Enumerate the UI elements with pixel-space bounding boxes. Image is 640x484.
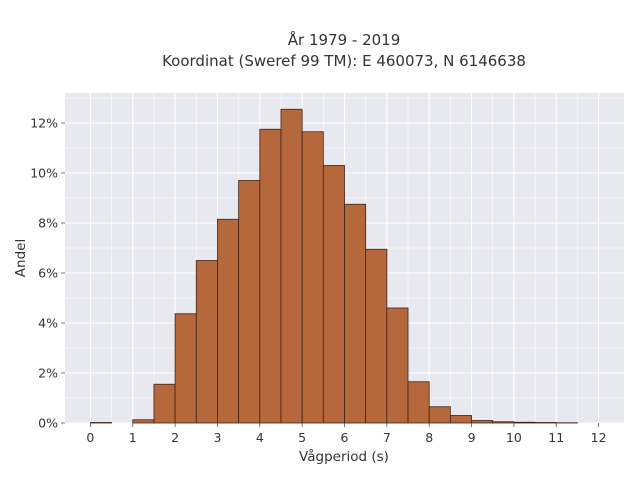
x-tick-label: 11	[548, 430, 564, 445]
y-tick-label: 10%	[30, 166, 58, 181]
x-tick-label: 12	[591, 430, 607, 445]
x-tick-label: 7	[383, 430, 391, 445]
chart-title-line1: År 1979 - 2019	[288, 30, 401, 49]
y-tick-label: 2%	[38, 366, 58, 381]
x-tick-label: 0	[86, 430, 94, 445]
y-axis-label: Andel	[13, 239, 29, 277]
histogram-bar	[429, 407, 450, 423]
y-tick-label: 8%	[38, 216, 58, 231]
histogram-bar	[387, 308, 408, 423]
histogram-bar	[408, 382, 429, 423]
x-tick-label: 8	[425, 430, 433, 445]
histogram-bar	[345, 204, 366, 423]
x-tick-label: 10	[506, 430, 522, 445]
y-tick-label: 6%	[38, 266, 58, 281]
histogram-bar	[90, 423, 111, 424]
histogram-bar	[472, 421, 493, 424]
chart-title-line2: Koordinat (Sweref 99 TM): E 460073, N 61…	[162, 52, 526, 70]
histogram-bar	[175, 314, 196, 423]
histogram-bar	[514, 422, 535, 423]
x-tick-label: 4	[256, 430, 264, 445]
histogram-bar	[450, 416, 471, 424]
x-tick-label: 5	[298, 430, 306, 445]
histogram-bar	[239, 181, 260, 424]
x-tick-label: 1	[129, 430, 137, 445]
y-tick-label: 12%	[30, 116, 58, 131]
histogram-bar	[493, 422, 514, 423]
histogram-bar	[535, 423, 556, 424]
histogram-bar	[323, 166, 344, 424]
histogram-bar	[217, 219, 238, 423]
histogram-bar	[281, 109, 302, 423]
x-tick-label: 9	[468, 430, 476, 445]
x-tick-label: 2	[171, 430, 179, 445]
histogram-bar	[133, 420, 154, 423]
x-tick-label: 6	[341, 430, 349, 445]
histogram-bar	[302, 132, 323, 423]
x-tick-label: 3	[213, 430, 221, 445]
histogram-bar	[260, 129, 281, 423]
y-tick-label: 0%	[38, 416, 58, 431]
histogram-bar	[366, 249, 387, 423]
y-tick-label: 4%	[38, 316, 58, 331]
histogram-bar	[154, 384, 175, 423]
histogram-bar	[196, 261, 217, 424]
x-axis-label: Vågperiod (s)	[299, 448, 389, 465]
